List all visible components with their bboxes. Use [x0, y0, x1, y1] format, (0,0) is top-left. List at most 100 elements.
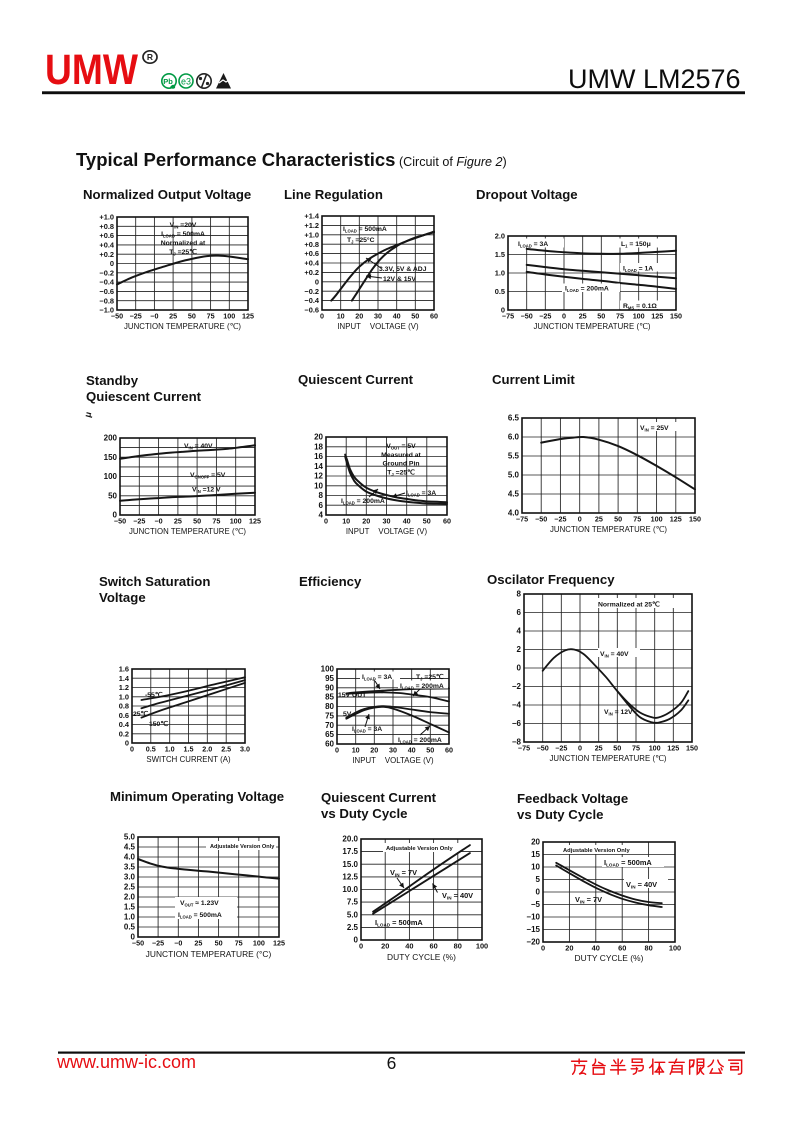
svg-text:UMW LM2576: UMW LM2576	[568, 64, 741, 94]
svg-text:2.0: 2.0	[124, 893, 136, 902]
svg-text:e3: e3	[181, 77, 191, 87]
svg-text:25: 25	[174, 517, 182, 526]
svg-text:75: 75	[616, 312, 624, 321]
svg-text:2.0: 2.0	[202, 745, 212, 754]
svg-text:75: 75	[212, 517, 220, 526]
svg-text:−50: −50	[521, 312, 533, 321]
svg-text:20: 20	[314, 433, 323, 442]
svg-text:100: 100	[321, 665, 335, 674]
svg-text:18: 18	[314, 442, 323, 451]
svg-text:75: 75	[235, 939, 243, 948]
svg-text:50: 50	[193, 517, 201, 526]
svg-text:Line Regulation: Line Regulation	[284, 187, 383, 202]
svg-text:12V & 15V: 12V & 15V	[383, 276, 416, 283]
svg-text:80: 80	[644, 944, 652, 953]
svg-text:JUNCTION TEMPERATURE (°C): JUNCTION TEMPERATURE (°C)	[146, 949, 272, 959]
svg-text:VOUT = 5V: VOUT = 5V	[386, 443, 416, 451]
svg-text:100: 100	[230, 517, 242, 526]
svg-text:8: 8	[319, 491, 324, 500]
svg-text:1.0: 1.0	[119, 692, 129, 701]
svg-text:SWITCH CURRENT (A): SWITCH CURRENT (A)	[146, 755, 231, 764]
svg-text:Normalized Output Voltage: Normalized Output Voltage	[83, 187, 251, 202]
svg-text:60: 60	[618, 944, 626, 953]
svg-text:−0: −0	[174, 939, 182, 948]
svg-text:85: 85	[325, 693, 334, 702]
svg-text:50: 50	[423, 517, 431, 526]
svg-text:ILOAD = 200mA: ILOAD = 200mA	[398, 737, 442, 745]
svg-text:100: 100	[104, 472, 118, 481]
svg-text:75: 75	[633, 515, 641, 524]
svg-text:100: 100	[649, 744, 661, 753]
svg-text:150: 150	[104, 453, 118, 462]
svg-text:50: 50	[614, 515, 622, 524]
svg-text:10: 10	[342, 517, 350, 526]
svg-text:ILOAD = 200mA: ILOAD = 200mA	[565, 286, 609, 294]
svg-text:150: 150	[686, 744, 698, 753]
svg-text:Quiescent Current: Quiescent Current	[321, 790, 437, 805]
svg-text:20: 20	[381, 942, 389, 951]
svg-text:Adjustable Version Only: Adjustable Version Only	[210, 844, 275, 850]
svg-text:Switch Saturation: Switch Saturation	[99, 574, 210, 589]
svg-text:Quiescent Current: Quiescent Current	[86, 389, 202, 404]
svg-text:125: 125	[273, 939, 285, 948]
svg-text:1.0: 1.0	[495, 269, 505, 278]
svg-text:0.4: 0.4	[119, 720, 130, 729]
svg-text:TJ =25℃: TJ =25℃	[387, 469, 415, 478]
svg-text:6: 6	[319, 501, 324, 510]
svg-text:10: 10	[314, 481, 323, 490]
svg-text:75: 75	[325, 712, 334, 721]
svg-text:40: 40	[592, 944, 600, 953]
svg-text:125: 125	[651, 312, 663, 321]
svg-text:Normalized at: Normalized at	[161, 240, 206, 247]
svg-text:−0.4: −0.4	[304, 296, 319, 305]
svg-text:40: 40	[403, 517, 411, 526]
svg-text:75: 75	[207, 312, 215, 321]
svg-text:ILOAD = 3A: ILOAD = 3A	[362, 674, 392, 682]
svg-text:30: 30	[389, 746, 397, 755]
svg-text:INPUT VOLTAGE (V): INPUT VOLTAGE (V)	[346, 527, 428, 536]
svg-text:20: 20	[565, 944, 573, 953]
svg-text:−0.2: −0.2	[99, 268, 114, 277]
svg-text:100: 100	[476, 942, 488, 951]
svg-text:JUNCTION TEMPERATURE (℃): JUNCTION TEMPERATURE (℃)	[533, 322, 650, 331]
svg-text:Adjustable Version Only: Adjustable Version Only	[386, 846, 453, 852]
svg-text:75: 75	[632, 744, 640, 753]
svg-text:50: 50	[108, 491, 117, 500]
svg-text:+0.2: +0.2	[99, 250, 114, 259]
svg-text:5.0: 5.0	[347, 910, 359, 919]
svg-text:UMW: UMW	[45, 46, 138, 94]
svg-text:−0: −0	[150, 312, 158, 321]
svg-text:200: 200	[104, 434, 118, 443]
svg-text:−15: −15	[526, 925, 540, 934]
svg-text:VIN = 12V: VIN = 12V	[604, 709, 633, 717]
svg-text:1.4: 1.4	[119, 674, 130, 683]
svg-text:−75: −75	[516, 515, 528, 524]
svg-text:0: 0	[501, 306, 505, 315]
svg-text:Quiescent Current: Quiescent Current	[298, 372, 414, 387]
svg-text:0: 0	[324, 517, 328, 526]
svg-text:80: 80	[325, 702, 334, 711]
svg-text:Voltage: Voltage	[99, 590, 146, 605]
svg-text:+0.6: +0.6	[99, 231, 114, 240]
svg-text:ILOAD = 500mA: ILOAD = 500mA	[343, 226, 387, 234]
svg-text:+1.2: +1.2	[304, 221, 319, 230]
svg-text:4.5: 4.5	[124, 843, 136, 852]
svg-text:25: 25	[169, 312, 177, 321]
svg-text:0.5: 0.5	[124, 923, 136, 932]
svg-text:−50: −50	[537, 744, 549, 753]
svg-text:3.5: 3.5	[124, 863, 136, 872]
svg-text:100: 100	[633, 312, 645, 321]
svg-text:Standby: Standby	[86, 373, 139, 388]
svg-text:150℃: 150℃	[149, 720, 168, 728]
svg-text:0: 0	[536, 888, 541, 897]
svg-text:0: 0	[578, 515, 582, 524]
svg-text:12.5: 12.5	[342, 873, 358, 882]
svg-text:125: 125	[249, 517, 261, 526]
svg-text:0.2: 0.2	[119, 729, 129, 738]
svg-text:0.8: 0.8	[119, 702, 129, 711]
svg-text:30: 30	[374, 312, 382, 321]
svg-text:10: 10	[352, 746, 360, 755]
svg-text:−50: −50	[114, 517, 126, 526]
svg-text:TJ =25℃: TJ =25℃	[416, 673, 444, 682]
svg-text:−5: −5	[531, 900, 541, 909]
